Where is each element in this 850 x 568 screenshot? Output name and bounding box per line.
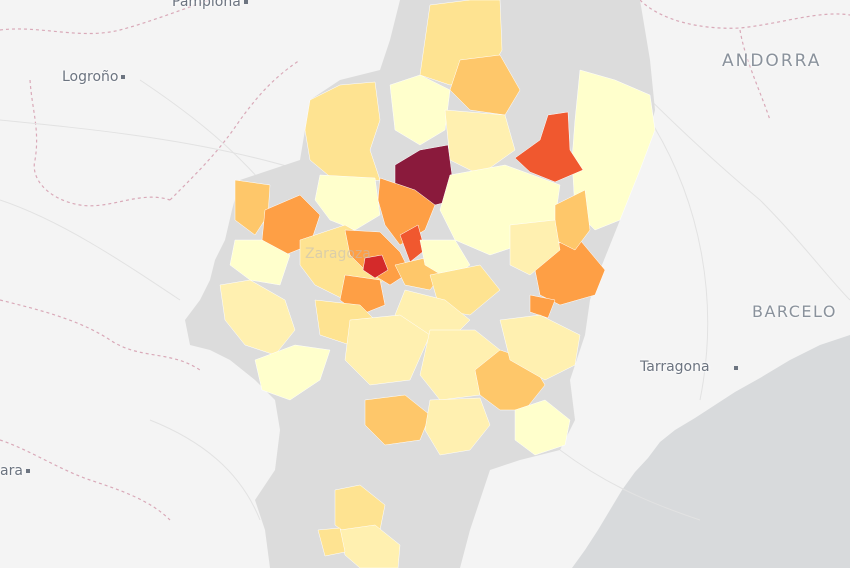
district-nw[interactable] — [304, 81, 381, 186]
district-s4[interactable] — [424, 397, 491, 456]
municipality-polygons — [219, 0, 656, 568]
district-sw2[interactable] — [254, 344, 331, 401]
district-east3[interactable] — [509, 219, 561, 276]
district-ne-red[interactable] — [514, 111, 584, 183]
district-se3[interactable] — [514, 399, 571, 456]
tarragona-dot — [734, 366, 738, 370]
district-w3[interactable] — [229, 239, 291, 286]
district-east4[interactable] — [529, 294, 556, 319]
city-label-tarragona[interactable]: Tarragona — [640, 359, 710, 375]
city-dots — [734, 366, 738, 370]
city-label-pamplona[interactable]: Pamplona — [172, 0, 248, 10]
district-zgz-red[interactable] — [362, 254, 389, 279]
district-sw1[interactable] — [219, 279, 296, 356]
district-teruel3[interactable] — [317, 527, 346, 557]
pamplona-dot — [243, 0, 248, 4]
sea — [572, 335, 850, 568]
border-lines — [0, 0, 850, 521]
city-label-barcelona[interactable]: BARCELO — [752, 302, 837, 321]
district-ne[interactable] — [571, 69, 656, 231]
logrono-dot — [121, 75, 126, 79]
district-c3[interactable] — [314, 174, 381, 231]
district-teruel2[interactable] — [339, 524, 401, 568]
country-label-andorra: ANDORRA — [722, 51, 822, 71]
district-n3[interactable] — [389, 74, 451, 146]
district-n4[interactable] — [444, 109, 516, 176]
district-se2[interactable] — [499, 314, 581, 381]
left-edge-dot — [25, 469, 30, 473]
city-label-logrono[interactable]: Logroño — [62, 69, 126, 85]
district-s3[interactable] — [364, 394, 431, 446]
city-label-zaragoza[interactable]: Zaragoza — [305, 246, 371, 262]
district-w1[interactable] — [234, 179, 271, 236]
district-sc2[interactable] — [344, 314, 431, 386]
city-label-left-edge[interactable]: ara — [0, 463, 30, 479]
